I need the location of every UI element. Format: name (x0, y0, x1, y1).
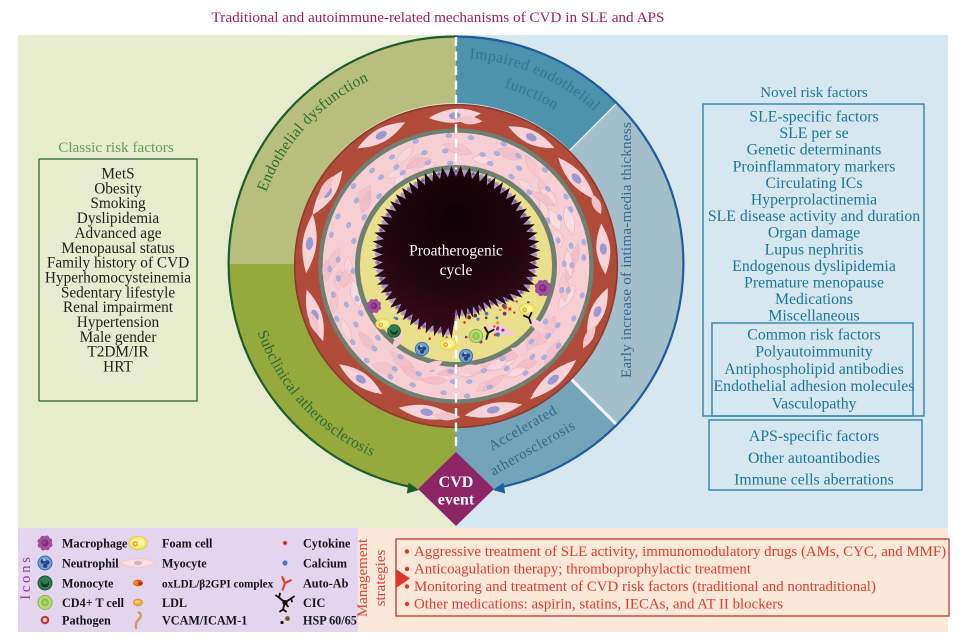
svg-text:Advanced age: Advanced age (74, 225, 161, 242)
svg-text:Premature menopause: Premature menopause (744, 275, 884, 292)
svg-text:CVD: CVD (439, 474, 474, 491)
svg-text:Calcium: Calcium (303, 557, 347, 571)
svg-text:Circulating ICs: Circulating ICs (766, 175, 863, 192)
svg-text:Miscellaneous: Miscellaneous (768, 308, 859, 325)
svg-text:Neutrophil: Neutrophil (62, 557, 119, 571)
svg-text:Polyautoimmunity: Polyautoimmunity (755, 344, 873, 361)
svg-text:Immune cells aberrations: Immune cells aberrations (734, 472, 894, 489)
svg-text:Monitoring and treatment of CV: Monitoring and treatment of CVD risk fac… (414, 579, 876, 595)
svg-text:SLE disease activity and durat: SLE disease activity and duration (708, 208, 920, 225)
svg-text:Antiphospholipid antibodies: Antiphospholipid antibodies (724, 361, 903, 378)
svg-text:Genetic determinants: Genetic determinants (747, 142, 882, 159)
svg-text:Other medications: aspirin, st: Other medications: aspirin, statins, IEC… (414, 597, 783, 613)
svg-text:Management: Management (355, 538, 371, 617)
svg-text:Vasculopathy: Vasculopathy (771, 395, 856, 412)
svg-text:Other autoantibodies: Other autoantibodies (748, 450, 880, 467)
svg-text:LDL: LDL (162, 596, 187, 610)
svg-text:Renal impairment: Renal impairment (63, 299, 174, 316)
svg-text:Cytokine: Cytokine (303, 537, 351, 551)
svg-text:APS-specific factors: APS-specific factors (749, 428, 879, 445)
svg-text:Auto-Ab: Auto-Ab (303, 577, 349, 591)
svg-text:Endogenous dyslipidemia: Endogenous dyslipidemia (732, 258, 896, 275)
svg-text:Traditional and autoimmune-rel: Traditional and autoimmune-related mecha… (212, 9, 665, 26)
svg-text:Macrophage: Macrophage (62, 537, 128, 551)
svg-text:Organ damage: Organ damage (768, 225, 860, 242)
svg-text:Early increase of intima-media: Early increase of intima-media thickness (618, 122, 635, 378)
svg-text:Proatherogenic: Proatherogenic (409, 243, 503, 260)
svg-text:Lupus nephritis: Lupus nephritis (765, 241, 864, 258)
svg-text:event: event (438, 492, 475, 509)
svg-text:Hyperprolactinemia: Hyperprolactinemia (751, 192, 877, 209)
svg-text:Hypertension: Hypertension (77, 314, 160, 331)
svg-text:Menopausal status: Menopausal status (61, 240, 174, 257)
svg-text:cycle: cycle (440, 262, 473, 279)
svg-text:Novel risk factors: Novel risk factors (760, 85, 868, 101)
svg-text:Endothelial adhesion molecules: Endothelial adhesion molecules (714, 378, 915, 395)
svg-text:Classic risk factors: Classic risk factors (58, 139, 174, 156)
svg-text:Medications: Medications (775, 291, 853, 308)
svg-text:Common risk factors: Common risk factors (747, 327, 880, 344)
svg-text:Male gender: Male gender (80, 329, 157, 346)
svg-text:CIC: CIC (303, 596, 325, 610)
svg-text:SLE per se: SLE per se (779, 125, 848, 142)
svg-text:Foam cell: Foam cell (162, 537, 213, 551)
svg-text:Monocyte: Monocyte (62, 577, 114, 591)
svg-text:Myocyte: Myocyte (162, 557, 207, 571)
svg-text:Hyperhomocysteinemia: Hyperhomocysteinemia (45, 269, 191, 286)
svg-text:HRT: HRT (103, 359, 133, 376)
svg-text:Proinflammatory markers: Proinflammatory markers (733, 158, 896, 175)
svg-text:MetS: MetS (101, 166, 134, 183)
svg-text:Anticoagulation therapy; throm: Anticoagulation therapy; thromboprophyla… (414, 562, 752, 578)
svg-text:oxLDL/β2GPI complex: oxLDL/β2GPI complex (162, 579, 274, 591)
svg-text:VCAM/ICAM-1: VCAM/ICAM-1 (162, 614, 247, 628)
svg-text:SLE-specific factors: SLE-specific factors (749, 109, 878, 126)
svg-text:Pathogen: Pathogen (62, 614, 111, 628)
svg-text:T2DM/IR: T2DM/IR (87, 344, 149, 361)
svg-text:Family history of CVD: Family history of CVD (47, 255, 189, 272)
svg-text:Smoking: Smoking (90, 195, 146, 212)
svg-text:strategies: strategies (373, 550, 389, 607)
svg-text:HSP 60/65: HSP 60/65 (303, 614, 357, 628)
svg-text:Aggressive treatment of SLE ac: Aggressive treatment of SLE activity, im… (414, 544, 946, 560)
svg-text:CD4+ T cell: CD4+ T cell (62, 596, 125, 610)
svg-text:Icons: Icons (18, 554, 34, 599)
svg-text:Sedentary lifestyle: Sedentary lifestyle (61, 284, 175, 301)
svg-text:Dyslipidemia: Dyslipidemia (77, 210, 160, 227)
svg-text:Obesity: Obesity (94, 180, 142, 197)
